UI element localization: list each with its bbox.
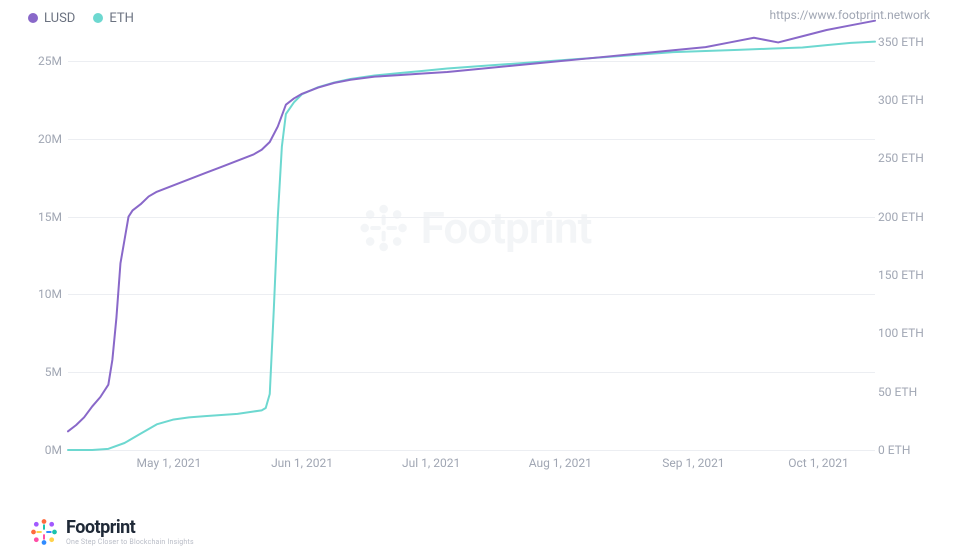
x-tick-label: Sep 1, 2021: [662, 456, 724, 470]
footer-text-block: Footprint One Step Closer to Blockchain …: [66, 517, 194, 546]
y-right-tick-label: 0 ETH: [878, 443, 930, 457]
line-lusd: [68, 21, 875, 432]
legend-dot-lusd: [28, 13, 38, 23]
y-left-tick-label: 5M: [18, 365, 62, 379]
footprint-logo-icon: [30, 518, 58, 546]
source-url: https://www.footprint.network: [769, 8, 930, 22]
y-right-tick-label: 50 ETH: [878, 385, 930, 399]
legend-label-lusd: LUSD: [44, 11, 75, 26]
x-tick-label: Aug 1, 2021: [529, 456, 592, 470]
line-eth: [68, 42, 875, 450]
chart-area: Footprint 0M5M10M15M20M25M 0 ETH50 ETH10…: [18, 30, 930, 470]
footer-tagline: One Step Closer to Blockchain Insights: [66, 538, 194, 546]
chart-container: LUSD ETH https://www.footprint.network: [0, 0, 960, 560]
x-tick-label: Oct 1, 2021: [788, 456, 849, 470]
plot: Footprint 0M5M10M15M20M25M 0 ETH50 ETH10…: [18, 30, 930, 470]
y-right-tick-label: 200 ETH: [878, 210, 930, 224]
y-right-tick-label: 300 ETH: [878, 93, 930, 107]
x-tick-label: Jul 1, 2021: [402, 456, 460, 470]
y-right-tick-label: 150 ETH: [878, 268, 930, 282]
x-tick-label: Jun 1, 2021: [271, 456, 333, 470]
legend-item-lusd[interactable]: LUSD: [28, 11, 75, 26]
y-left-tick-label: 20M: [18, 132, 62, 146]
legend-item-eth[interactable]: ETH: [93, 11, 134, 26]
x-tick-label: May 1, 2021: [137, 456, 202, 470]
y-left-tick-label: 15M: [18, 210, 62, 224]
gridline: [68, 450, 875, 451]
footer-title: Footprint: [66, 517, 194, 538]
footer-brand: Footprint One Step Closer to Blockchain …: [30, 517, 194, 546]
y-right-tick-label: 350 ETH: [878, 35, 930, 49]
y-right-tick-label: 250 ETH: [878, 151, 930, 165]
legend-dot-eth: [93, 13, 103, 23]
y-left-tick-label: 25M: [18, 54, 62, 68]
y-left-tick-label: 0M: [18, 443, 62, 457]
y-left-tick-label: 10M: [18, 287, 62, 301]
chart-lines: [68, 30, 875, 450]
legend-label-eth: ETH: [109, 11, 134, 26]
y-right-tick-label: 100 ETH: [878, 326, 930, 340]
